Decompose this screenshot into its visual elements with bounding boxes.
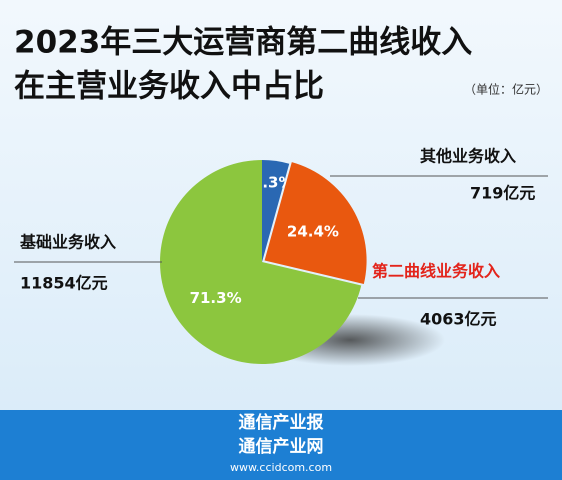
footer-text: 通信产业报 <box>239 412 324 433</box>
unit-note: （单位：亿元） <box>464 82 548 97</box>
value-label: 4.3% <box>252 174 294 192</box>
category-label: 第二曲线业务收入 <box>372 262 500 281</box>
pie-slice <box>160 159 362 364</box>
amount-label: 11854亿元 <box>20 274 108 293</box>
amount-label: 719亿元 <box>470 184 535 203</box>
category-label: 其他业务收入 <box>420 147 516 166</box>
footer-text: www.ccidcom.com <box>230 461 332 474</box>
value-label: 24.4% <box>287 222 339 240</box>
pie-slice <box>264 162 367 284</box>
chart-title: 在主营业务收入中占比 <box>14 69 324 105</box>
pie-slice <box>262 160 290 262</box>
value-label: 71.3% <box>190 289 242 307</box>
footer-band <box>0 410 562 480</box>
category-label: 基础业务收入 <box>19 233 116 252</box>
footer-text: 通信产业网 <box>239 436 324 457</box>
chart-title: 2023年三大运营商第二曲线收入 <box>14 25 472 61</box>
amount-label: 4063亿元 <box>420 310 497 329</box>
